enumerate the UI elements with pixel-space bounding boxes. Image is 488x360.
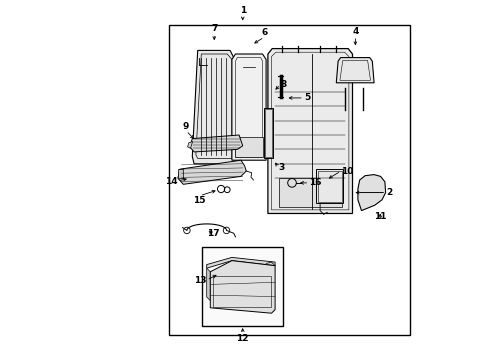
Bar bbox=[202, 247, 283, 326]
Polygon shape bbox=[187, 141, 192, 148]
Text: 16: 16 bbox=[309, 178, 321, 187]
Text: 8: 8 bbox=[280, 80, 286, 89]
Text: 7: 7 bbox=[211, 24, 217, 33]
Polygon shape bbox=[210, 261, 275, 313]
Bar bbox=[278, 178, 341, 207]
Text: 13: 13 bbox=[194, 276, 206, 284]
Polygon shape bbox=[206, 257, 275, 268]
Text: 14: 14 bbox=[164, 177, 177, 186]
Text: 3: 3 bbox=[278, 163, 285, 172]
Text: 17: 17 bbox=[206, 229, 219, 238]
Text: 1: 1 bbox=[239, 6, 245, 15]
Bar bbox=[265, 109, 272, 157]
Text: 2: 2 bbox=[385, 188, 391, 197]
Text: 4: 4 bbox=[351, 27, 358, 36]
Polygon shape bbox=[189, 135, 242, 152]
Polygon shape bbox=[336, 58, 373, 83]
Text: 15: 15 bbox=[193, 196, 205, 205]
Polygon shape bbox=[178, 169, 183, 178]
Bar bbox=[168, 25, 409, 335]
Bar bbox=[317, 171, 342, 202]
Text: 9: 9 bbox=[183, 122, 189, 131]
Text: 12: 12 bbox=[236, 334, 248, 343]
Bar bbox=[264, 108, 273, 158]
Polygon shape bbox=[192, 50, 235, 164]
Bar bbox=[235, 137, 262, 157]
Polygon shape bbox=[357, 175, 385, 211]
Text: 6: 6 bbox=[261, 28, 267, 37]
Text: 5: 5 bbox=[303, 94, 309, 102]
Polygon shape bbox=[231, 54, 265, 160]
Polygon shape bbox=[206, 268, 210, 301]
Text: 11: 11 bbox=[373, 212, 386, 221]
Polygon shape bbox=[267, 49, 352, 213]
Text: 10: 10 bbox=[340, 166, 353, 175]
Polygon shape bbox=[178, 160, 246, 184]
Bar bbox=[316, 169, 343, 203]
Bar bbox=[212, 276, 271, 307]
